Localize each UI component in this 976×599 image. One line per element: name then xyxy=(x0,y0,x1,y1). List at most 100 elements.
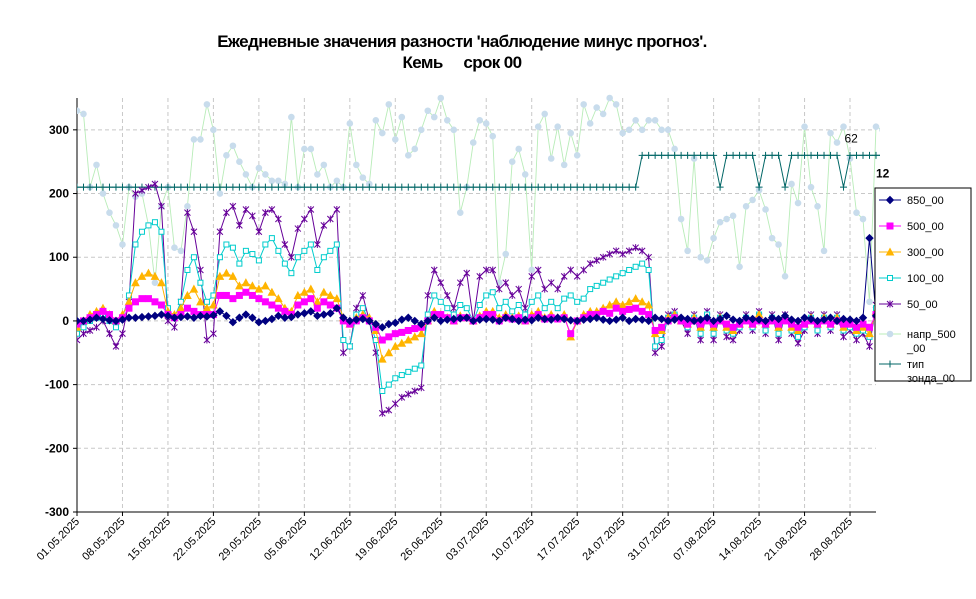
data-point xyxy=(416,329,426,338)
data-point xyxy=(77,183,81,191)
data-point xyxy=(651,326,659,334)
data-point xyxy=(275,215,282,223)
data-point xyxy=(684,247,691,255)
data-point xyxy=(600,279,607,286)
data-point xyxy=(288,113,295,121)
data-point xyxy=(417,319,426,329)
data-point xyxy=(228,317,238,327)
data-point xyxy=(476,183,484,191)
data-point xyxy=(463,183,471,191)
data-point xyxy=(853,323,861,331)
data-point xyxy=(606,183,614,191)
data-point xyxy=(580,295,587,302)
data-point xyxy=(573,183,581,191)
data-point xyxy=(814,327,821,334)
data-point xyxy=(320,221,328,229)
data-point xyxy=(254,284,264,293)
data-point xyxy=(170,313,179,322)
data-point xyxy=(729,212,737,220)
data-point xyxy=(625,183,633,191)
data-point xyxy=(469,316,478,326)
data-point xyxy=(677,151,685,159)
data-point xyxy=(515,183,523,191)
data-point xyxy=(625,247,633,255)
data-point xyxy=(840,333,847,341)
data-point xyxy=(840,123,847,130)
data-point xyxy=(475,315,484,324)
data-point xyxy=(77,107,81,115)
data-point xyxy=(820,247,828,255)
data-point xyxy=(359,183,367,191)
data-point xyxy=(832,316,842,326)
data-point xyxy=(423,316,432,326)
data-point xyxy=(255,164,263,172)
data-point xyxy=(385,381,392,388)
data-point xyxy=(508,183,516,191)
data-point xyxy=(658,342,665,350)
data-point xyxy=(189,313,199,322)
data-point xyxy=(197,279,204,286)
data-point xyxy=(125,304,133,312)
data-point xyxy=(151,219,158,226)
data-point xyxy=(202,312,212,321)
data-point xyxy=(514,316,523,326)
data-point xyxy=(320,254,327,261)
data-point xyxy=(658,323,666,331)
data-point xyxy=(275,247,282,254)
data-point xyxy=(774,314,783,324)
data-point xyxy=(528,266,536,274)
data-point xyxy=(775,151,783,159)
data-point xyxy=(541,183,549,191)
data-point xyxy=(390,341,400,350)
data-point xyxy=(300,183,308,191)
data-point xyxy=(527,316,536,325)
data-point xyxy=(528,298,535,305)
data-point xyxy=(300,309,309,318)
data-point xyxy=(482,183,490,191)
data-point xyxy=(411,145,419,153)
data-point xyxy=(392,375,399,382)
data-point xyxy=(372,183,380,191)
data-point xyxy=(593,282,600,289)
data-point xyxy=(313,240,321,248)
data-point xyxy=(404,183,412,191)
data-point xyxy=(92,183,100,191)
data-point xyxy=(444,305,451,312)
data-point xyxy=(320,183,328,191)
data-point xyxy=(502,279,510,287)
data-point xyxy=(306,284,316,293)
data-point xyxy=(833,151,841,159)
data-point xyxy=(710,151,718,159)
data-point xyxy=(482,266,490,274)
y-tick-label: 200 xyxy=(49,187,69,201)
data-point xyxy=(398,113,406,121)
data-point xyxy=(176,312,186,322)
data-point xyxy=(560,272,568,280)
data-point xyxy=(320,298,328,306)
data-point xyxy=(92,313,101,322)
data-point xyxy=(619,270,626,277)
legend-label: 100_00 xyxy=(907,273,944,285)
data-point xyxy=(586,120,594,127)
data-point xyxy=(398,372,405,379)
data-point xyxy=(333,177,341,185)
data-point xyxy=(561,295,568,302)
data-point xyxy=(410,316,419,326)
data-point xyxy=(131,313,140,322)
data-point xyxy=(112,342,120,350)
data-point xyxy=(762,151,770,159)
data-point xyxy=(618,300,627,309)
data-point xyxy=(683,314,692,324)
data-point xyxy=(515,302,522,308)
data-point xyxy=(866,323,874,331)
data-point xyxy=(236,158,243,165)
data-point xyxy=(209,300,218,309)
data-point xyxy=(411,365,418,372)
data-point xyxy=(281,240,289,248)
data-point xyxy=(645,151,653,159)
data-point xyxy=(430,313,439,322)
series-line xyxy=(77,183,877,415)
data-point xyxy=(274,304,282,312)
data-point xyxy=(650,313,660,322)
data-point xyxy=(437,311,445,319)
